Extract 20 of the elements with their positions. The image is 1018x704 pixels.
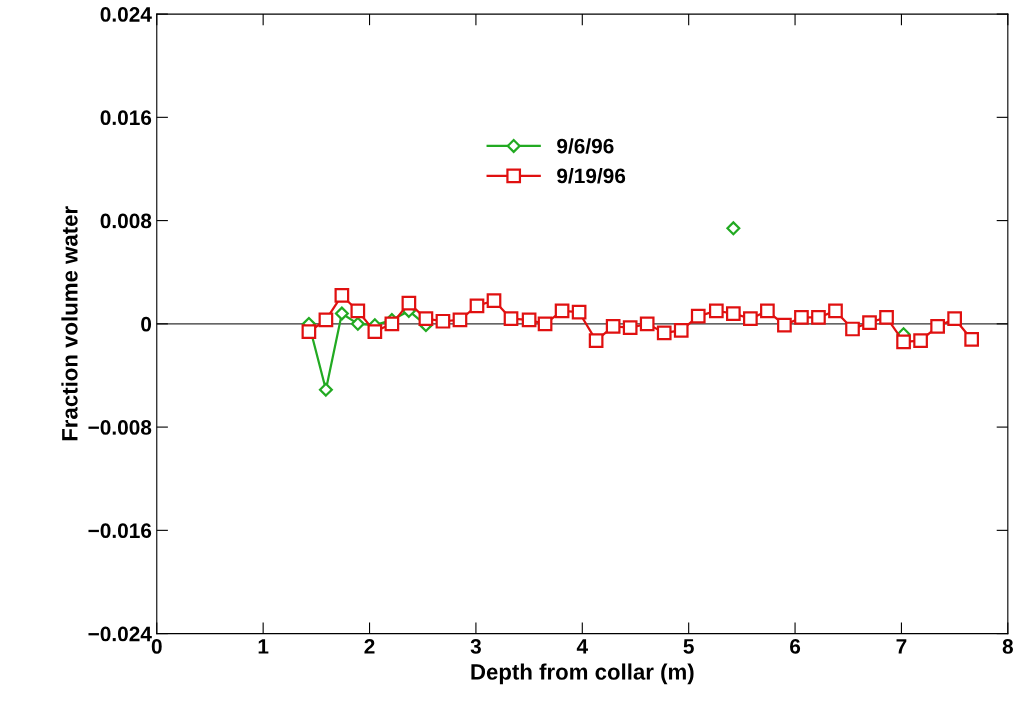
legend-label: 9/6/96	[557, 138, 614, 154]
x-tick-label: 7	[896, 639, 907, 654]
x-tick-label: 6	[790, 639, 801, 654]
legend-label: 9/19/96	[557, 167, 626, 184]
x-axis-title: Depth from collar (m)	[471, 663, 694, 685]
y-tick-label: 0	[141, 316, 152, 332]
x-tick-label: 2	[364, 639, 375, 654]
x-tick-label: 4	[576, 639, 588, 654]
y-tick-label: −0.016	[88, 523, 152, 539]
x-tick-label: 8	[1002, 639, 1013, 654]
y-tick-label: 0.024	[100, 7, 152, 22]
x-tick-label: 0	[151, 639, 162, 654]
y-tick-label: −0.024	[88, 626, 152, 642]
x-tick-label: 5	[683, 639, 694, 654]
y-axis-title: Fraction volume water	[61, 206, 78, 441]
y-tick-label: −0.008	[88, 420, 152, 435]
y-tick-label: 0.008	[100, 213, 152, 229]
y-tick-label: 0.016	[100, 110, 152, 126]
x-tick-label: 3	[470, 639, 481, 654]
x-tick-label: 1	[258, 639, 269, 654]
